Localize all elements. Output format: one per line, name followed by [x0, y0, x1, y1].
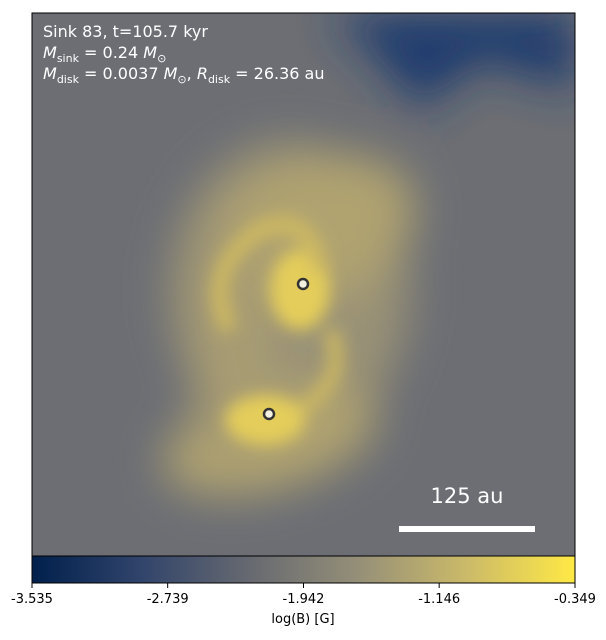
- annotation-part: sink: [57, 52, 80, 65]
- annotation-part: M: [164, 64, 178, 83]
- colorbar-tick-label: -1.146: [418, 592, 460, 607]
- annotation: Msink = 0.24 M⊙: [43, 43, 166, 65]
- annotation-part: disk: [208, 73, 231, 86]
- colorbar: [31, 555, 576, 584]
- annotation-part: = 26.36 au: [230, 64, 324, 83]
- annotation-part: ⊙: [157, 52, 166, 65]
- sink-marker: [262, 407, 276, 421]
- colorbar-tick-label: -2.739: [147, 592, 189, 607]
- annotation: Mdisk = 0.0037 M⊙, Rdisk = 26.36 au: [43, 64, 325, 86]
- annotation-part: disk: [57, 73, 80, 86]
- annotation-part: M: [43, 64, 57, 83]
- annotation-part: ⊙: [177, 73, 186, 86]
- scale-bar-label: 125 au: [431, 484, 504, 508]
- annotation-part: = 0.0037: [79, 64, 164, 83]
- annotation-part: M: [143, 43, 157, 62]
- annotation-part: Sink 83, t=105.7 kyr: [43, 22, 208, 41]
- colorbar-tick-label: -1.942: [283, 592, 325, 607]
- scale-bar: [399, 526, 535, 532]
- annotation-part: = 0.24: [79, 43, 143, 62]
- colorbar-ticks: -3.535 -2.739 -1.942 -1.146 -0.349: [11, 583, 596, 607]
- colorbar-label: log(B) [G]: [271, 612, 334, 627]
- sink-marker: [296, 277, 310, 291]
- annotation-part: R: [197, 64, 208, 83]
- colorbar-tick-label: -3.535: [11, 592, 53, 607]
- annotation: Sink 83, t=105.7 kyr: [43, 22, 208, 41]
- annotation-part: M: [43, 43, 57, 62]
- field-map: [32, 13, 575, 556]
- annotation-part: ,: [187, 64, 197, 83]
- colorbar-tick-label: -0.349: [554, 592, 596, 607]
